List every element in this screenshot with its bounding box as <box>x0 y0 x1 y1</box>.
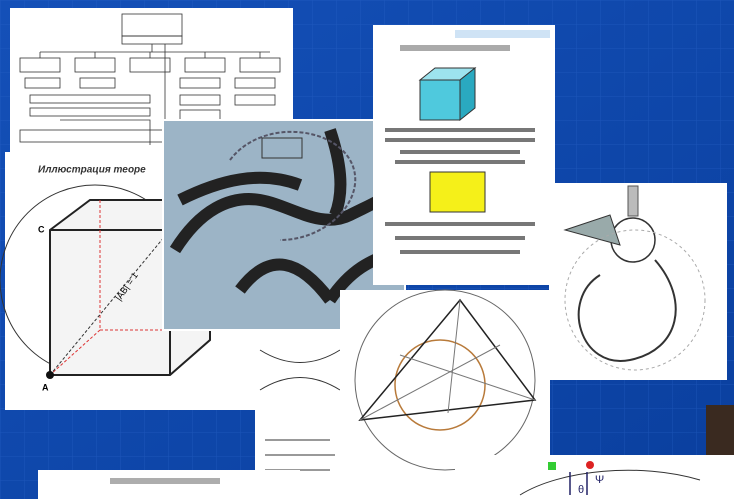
dark-strip <box>706 405 734 455</box>
panel-title: Иллюстрация теоре <box>38 165 146 176</box>
vertex-label: C <box>38 224 45 234</box>
formula-panel <box>373 25 555 285</box>
angle-label: θ <box>578 484 584 496</box>
bottom-right-panel: θ Ψ <box>455 455 734 499</box>
angle-label: Ψ <box>595 474 604 486</box>
bottom-left-panel <box>38 470 300 499</box>
vertex-label: A <box>42 382 49 392</box>
mechanism-panel <box>549 183 727 380</box>
